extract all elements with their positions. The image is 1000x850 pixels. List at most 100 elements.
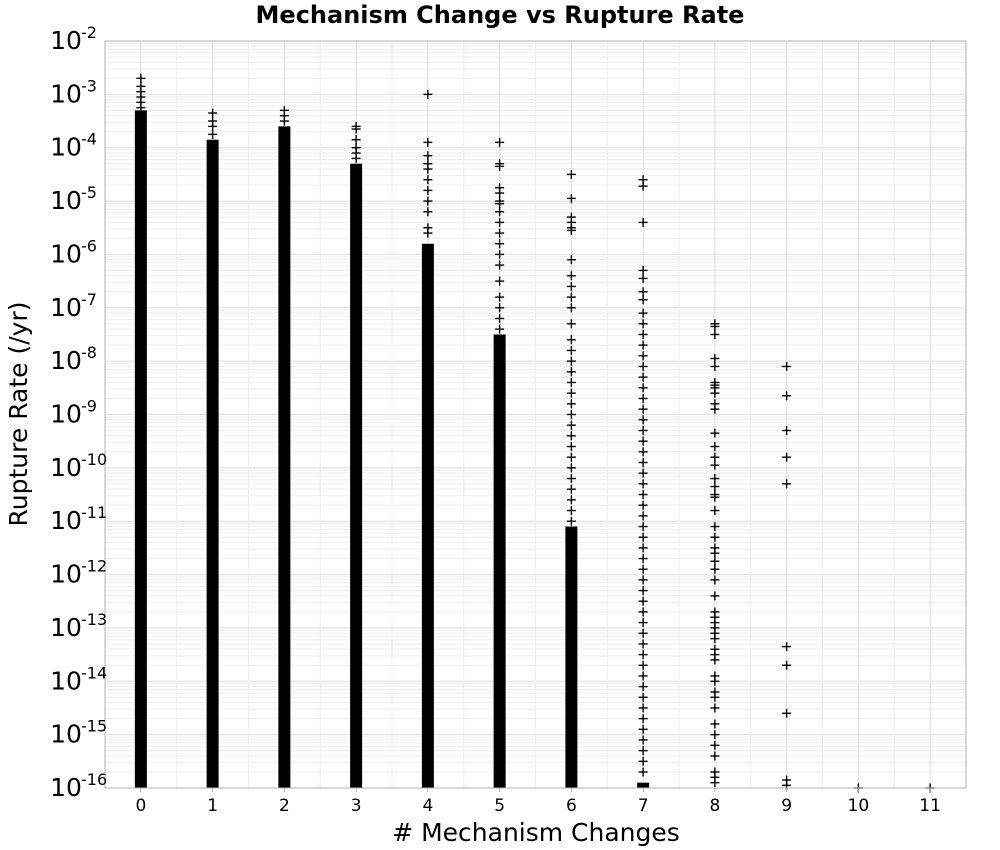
data-point [495, 239, 505, 249]
y-tick-label: 10 -15 [50, 717, 107, 749]
data-point [638, 522, 648, 532]
data-point [566, 292, 576, 302]
y-tick-exponent: -16 [81, 770, 107, 789]
data-point [566, 281, 576, 291]
data-point [782, 708, 792, 718]
data-point [566, 169, 576, 179]
data-point [782, 479, 792, 489]
y-tick-base: 10 [50, 720, 82, 749]
y-tick-base: 10 [50, 506, 82, 535]
y-tick-label: 10 -16 [50, 770, 107, 802]
data-point [566, 255, 576, 265]
data-point [638, 682, 648, 692]
data-point [566, 420, 576, 430]
data-point [710, 532, 720, 542]
y-tick-label: 10 -7 [50, 290, 97, 322]
data-point [423, 207, 433, 217]
data-point [136, 103, 146, 113]
data-point [710, 730, 720, 740]
data-point [782, 426, 792, 436]
data-point [710, 428, 720, 438]
y-tick-base: 10 [50, 560, 82, 589]
y-tick-label: 10 -6 [50, 236, 97, 268]
data-point [638, 383, 648, 393]
data-point [638, 628, 648, 638]
plot-area-border [104, 40, 967, 789]
data-point [710, 692, 720, 702]
data-point [423, 228, 433, 238]
data-point [566, 452, 576, 462]
data-point [208, 129, 218, 139]
data-point [423, 151, 433, 161]
data-point [782, 361, 792, 371]
data-point [136, 73, 146, 83]
y-tick-exponent: -3 [81, 76, 97, 95]
data-point [638, 703, 648, 713]
y-tick-label: 10 -13 [50, 610, 107, 642]
data-point [638, 181, 648, 191]
y-tick-exponent: -5 [81, 183, 97, 202]
x-tick-label: 4 [422, 796, 433, 816]
data-point [638, 564, 648, 574]
y-tick-label: 10 -11 [50, 503, 107, 535]
data-point [208, 108, 218, 118]
data-point [710, 321, 720, 331]
y-tick-label: 10 -14 [50, 663, 107, 695]
data-point [423, 164, 433, 174]
data-point [638, 490, 648, 500]
data-point [495, 276, 505, 286]
data-point [638, 436, 648, 446]
data-point [638, 650, 648, 660]
y-tick-exponent: -12 [81, 557, 107, 576]
data-point [638, 426, 648, 436]
data-point [566, 319, 576, 329]
data-point [638, 671, 648, 681]
data-point [495, 303, 505, 313]
data-point [423, 175, 433, 185]
y-tick-label: 10 -8 [50, 343, 97, 375]
data-point [710, 655, 720, 665]
data-point [710, 482, 720, 492]
data-point [638, 393, 648, 403]
y-tick-base: 10 [50, 26, 82, 55]
y-tick-base: 10 [50, 346, 82, 375]
data-point [710, 361, 720, 371]
data-point [495, 313, 505, 323]
data-point [566, 356, 576, 366]
y-tick-label: 10 -4 [50, 130, 97, 162]
y-tick-exponent: -2 [81, 23, 97, 42]
y-tick-base: 10 [50, 400, 82, 429]
data-point [710, 634, 720, 644]
data-point [566, 516, 576, 526]
data-point [279, 116, 289, 126]
data-point [495, 217, 505, 227]
data-point [782, 642, 792, 652]
y-axis-ticks: 10-210-310-410-510-610-710-810-910 -1010-… [50, 23, 107, 802]
data-point [782, 660, 792, 670]
data-point [495, 207, 505, 217]
data-point [638, 767, 648, 777]
data-point [351, 153, 361, 163]
x-tick-label: 11 [919, 796, 941, 816]
data-point [566, 193, 576, 203]
x-tick-label: 7 [638, 796, 649, 816]
data-point [710, 778, 720, 788]
y-tick-label: 10 -9 [50, 397, 97, 429]
data-point [638, 447, 648, 457]
data-point [638, 660, 648, 670]
x-tick-label: 5 [494, 796, 505, 816]
dense-column-x7 [637, 782, 650, 788]
data-point [638, 340, 648, 350]
data-point [638, 586, 648, 596]
data-point [638, 607, 648, 617]
data-point [710, 353, 720, 363]
data-point [566, 474, 576, 484]
dense-point-columns [134, 110, 650, 789]
data-point [710, 575, 720, 585]
data-point [638, 458, 648, 468]
data-point [710, 492, 720, 502]
data-point [423, 196, 433, 206]
data-point [638, 319, 648, 329]
data-point [638, 596, 648, 606]
